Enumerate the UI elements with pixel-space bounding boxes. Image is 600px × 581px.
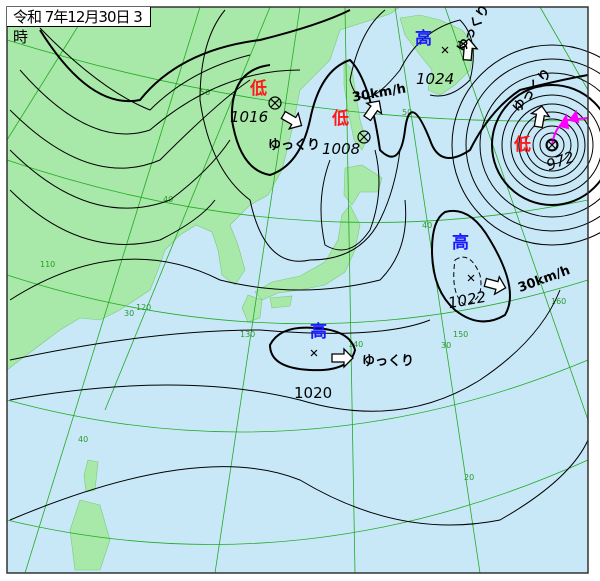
movement-arrows xyxy=(280,38,551,369)
center-marks xyxy=(268,46,558,357)
high-center-icon xyxy=(467,274,475,282)
pressure-label: 1008 xyxy=(322,140,361,158)
arrow-icon xyxy=(457,38,479,62)
low-label: 低 xyxy=(514,135,531,155)
lon-label: 120 xyxy=(136,303,151,312)
movement-label: ゆっくり xyxy=(362,354,415,369)
map-title: 令和 7年12月30日 3時 xyxy=(7,7,151,46)
high-label: 高 xyxy=(415,29,432,49)
lon-label: 110 xyxy=(40,260,55,269)
sakhalin xyxy=(343,59,367,151)
arrow-icon xyxy=(529,105,551,129)
arrow-icon xyxy=(280,110,303,130)
philippines xyxy=(69,499,111,571)
arrow-icon xyxy=(483,275,507,296)
lat-label: 50 xyxy=(402,108,412,117)
low-center-icon xyxy=(268,96,282,110)
arrow-icon xyxy=(331,347,354,369)
lat-label: 20 xyxy=(464,473,474,482)
arrow-icon xyxy=(363,100,383,122)
low-label: 低 xyxy=(250,79,267,99)
high-label: 高 xyxy=(310,322,327,342)
pressure-label: 1024 xyxy=(416,70,455,88)
isobars xyxy=(9,9,600,526)
high-label: 高 xyxy=(452,233,469,253)
map-frame xyxy=(6,6,589,574)
lon-label: 140 xyxy=(348,340,363,349)
asian-continent xyxy=(6,6,401,371)
lat-lon-grid xyxy=(6,6,589,574)
lat-label: 30 xyxy=(124,309,134,318)
high-center-icon xyxy=(441,46,449,54)
lat-label: 40 xyxy=(78,435,88,444)
lon-label: 130 xyxy=(240,330,255,339)
hokkaido xyxy=(343,164,383,206)
occluded-front xyxy=(551,109,589,146)
pressure-label: 1020 xyxy=(294,384,333,402)
lat-label: 40 xyxy=(163,195,173,204)
low-center-icon xyxy=(546,139,558,151)
deep-low-isobars xyxy=(451,44,600,246)
kamchatka xyxy=(399,14,476,96)
pressure-label: 1016 xyxy=(230,108,269,126)
kyushu xyxy=(241,294,263,323)
lon-label: 150 xyxy=(453,330,468,339)
low-label: 低 xyxy=(332,109,349,129)
grid-labels: 50 50 40 40 30 30 20 40 110 120 130 140 … xyxy=(40,88,566,482)
low-center-icon xyxy=(357,130,371,144)
shikoku xyxy=(269,295,293,309)
movement-label: ゆっくり xyxy=(268,138,321,153)
lat-label: 40 xyxy=(422,221,432,230)
lat-label: 30 xyxy=(441,341,451,350)
high-center-icon xyxy=(310,349,318,357)
lon-label: 160 xyxy=(551,297,566,306)
land xyxy=(6,6,476,571)
taiwan xyxy=(83,459,99,493)
